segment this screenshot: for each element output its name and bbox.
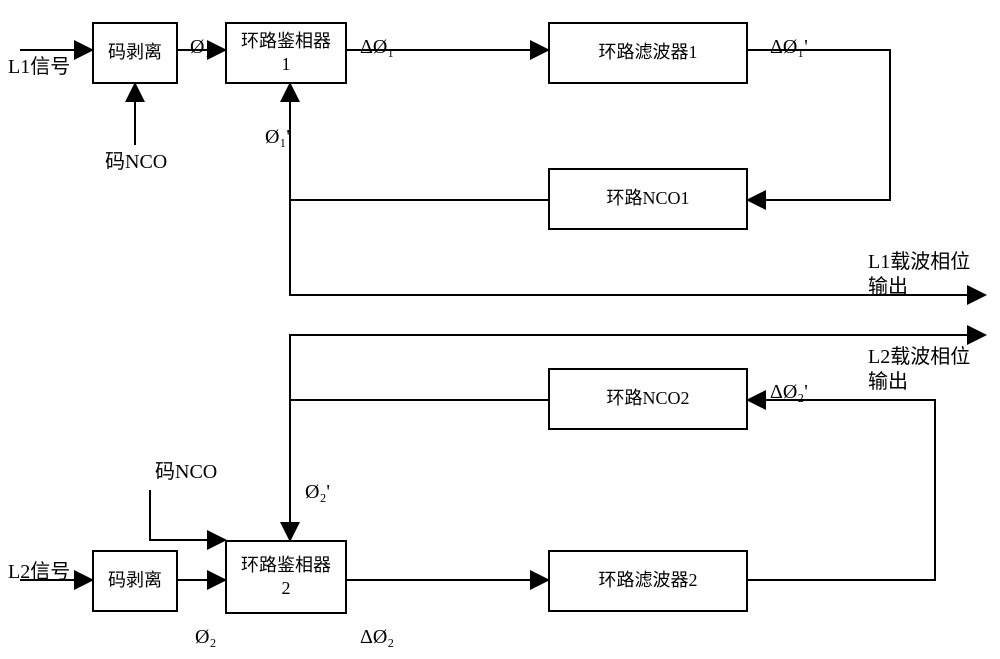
node-nco1: 环路NCO1 xyxy=(548,168,748,230)
node-label: 环路鉴相器 2 xyxy=(241,554,331,601)
node-label: 码剥离 xyxy=(108,569,162,592)
node-label: 环路滤波器1 xyxy=(599,41,698,64)
label-l1_signal: L1信号 xyxy=(8,55,70,80)
label-phi1: Ø₁ xyxy=(190,35,211,60)
node-code_strip_1: 码剥离 xyxy=(92,22,178,84)
label-phi2: Ø₂ xyxy=(195,625,216,650)
label-dphi2p: ΔØ₂' xyxy=(770,380,808,405)
node-lf2: 环路滤波器2 xyxy=(548,550,748,612)
label-code_nco_1: 码NCO xyxy=(105,150,167,175)
node-label: 环路NCO2 xyxy=(606,387,689,410)
node-label: 码剥离 xyxy=(108,41,162,64)
edge-e_lf2_nco2 xyxy=(748,400,935,580)
label-phi1p: Ø₁' xyxy=(265,125,290,150)
diagram-canvas: 码剥离环路鉴相器 1环路滤波器1环路NCO1环路NCO2码剥离环路鉴相器 2环路… xyxy=(0,0,1000,659)
edge-e_nco2_pd2 xyxy=(290,400,548,540)
node-label: 环路滤波器2 xyxy=(599,569,698,592)
node-label: 环路鉴相器 1 xyxy=(241,30,331,77)
label-phi2p: Ø₂' xyxy=(305,480,330,505)
edge-e_lf1_nco1 xyxy=(748,50,890,200)
label-dphi1p: ΔØ₁' xyxy=(770,35,808,60)
label-dphi1: ΔØ₁ xyxy=(360,35,394,60)
node-pd1: 环路鉴相器 1 xyxy=(225,22,347,84)
label-dphi2: ΔØ₂ xyxy=(360,625,394,650)
label-code_nco_2: 码NCO xyxy=(155,460,217,485)
edge-e_codenco2 xyxy=(150,490,225,540)
node-label: 环路NCO1 xyxy=(606,187,689,210)
label-l2_signal: L2信号 xyxy=(8,560,70,585)
node-code_strip_2: 码剥离 xyxy=(92,550,178,612)
label-l2_out: L2载波相位 输出 xyxy=(868,345,970,395)
label-l1_out: L1载波相位 输出 xyxy=(868,250,970,300)
edge-e_nco1_pd1 xyxy=(290,84,548,200)
node-lf1: 环路滤波器1 xyxy=(548,22,748,84)
node-pd2: 环路鉴相器 2 xyxy=(225,540,347,614)
node-nco2: 环路NCO2 xyxy=(548,368,748,430)
